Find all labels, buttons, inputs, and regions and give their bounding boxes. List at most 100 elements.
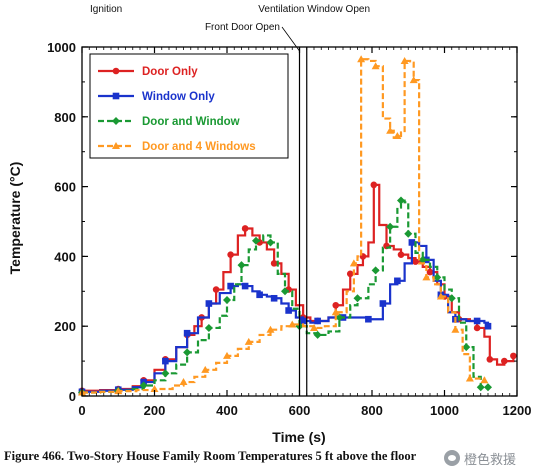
legend-label: Door and 4 Windows xyxy=(142,141,256,153)
legend-label: Door Only xyxy=(142,66,198,78)
data-point xyxy=(400,56,409,64)
data-point xyxy=(256,291,263,299)
chart: Ignition Front Door Open Ventilation Windo… xyxy=(7,4,531,445)
data-point xyxy=(371,266,380,275)
legend-item: Door and Window xyxy=(98,116,240,128)
data-point xyxy=(349,259,358,267)
figure-caption: Figure 466. Two-Story House Family Room … xyxy=(4,449,417,463)
axes: Ignition Front Door Open Ventilation Windo… xyxy=(47,4,531,418)
data-point xyxy=(212,286,220,293)
data-point xyxy=(179,378,188,386)
x-tick-label: 1000 xyxy=(430,403,459,418)
x-tick-label: 600 xyxy=(289,403,311,418)
data-point xyxy=(223,351,231,359)
data-point xyxy=(150,385,159,393)
legend-label: Window Only xyxy=(142,91,215,103)
data-point xyxy=(484,322,492,330)
y-tick-label: 0 xyxy=(69,389,76,404)
data-point xyxy=(266,238,275,247)
data-point xyxy=(510,352,517,360)
data-point xyxy=(201,365,210,373)
data-point xyxy=(299,317,307,325)
data-point xyxy=(241,282,249,290)
data-point xyxy=(314,317,321,325)
data-point xyxy=(114,387,123,395)
data-point xyxy=(223,296,231,305)
data-point xyxy=(270,260,278,267)
data-point xyxy=(332,301,340,309)
data-point xyxy=(183,348,192,357)
data-point xyxy=(412,258,419,265)
data-point xyxy=(357,55,366,63)
legend-label: Door and Window xyxy=(142,116,240,128)
data-point xyxy=(204,323,213,332)
data-point xyxy=(313,330,322,339)
data-point xyxy=(436,292,445,300)
data-point xyxy=(244,337,253,345)
x-tick-label: 800 xyxy=(361,403,383,418)
data-point xyxy=(394,277,401,285)
y-tick-label: 600 xyxy=(54,180,76,195)
data-point xyxy=(501,357,508,365)
x-tick-label: 200 xyxy=(144,403,166,418)
data-point xyxy=(112,142,120,149)
data-point xyxy=(266,325,275,333)
data-point xyxy=(270,294,278,302)
legend-item: Door Only xyxy=(98,66,198,78)
event-label: Front Door Open xyxy=(205,22,280,33)
data-point xyxy=(112,117,120,125)
data-point xyxy=(353,294,362,303)
data-point xyxy=(447,294,456,303)
data-point xyxy=(331,308,340,316)
data-point xyxy=(408,239,416,246)
y-axis-title: Temperature (°C) xyxy=(7,162,23,275)
watermark-text: 橙色救援 xyxy=(464,452,517,468)
data-point xyxy=(386,222,395,231)
series-line xyxy=(82,199,488,394)
data-point xyxy=(335,313,344,322)
x-tick-label: 0 xyxy=(78,403,85,418)
data-point xyxy=(241,225,249,232)
event-label: Ventilation Window Open xyxy=(258,4,370,15)
event-label: Ignition xyxy=(90,4,122,15)
watermark: 橙色救援 xyxy=(444,449,538,468)
data-point xyxy=(112,92,120,100)
data-point xyxy=(409,76,418,84)
data-point xyxy=(418,255,427,264)
y-tick-label: 200 xyxy=(54,319,76,334)
data-point xyxy=(379,300,387,307)
data-point xyxy=(281,287,289,296)
data-point xyxy=(139,381,148,390)
y-tick-label: 1000 xyxy=(47,40,76,55)
data-point xyxy=(476,383,485,392)
data-point xyxy=(346,270,354,278)
data-point xyxy=(386,126,395,134)
x-tick-label: 1200 xyxy=(503,403,532,418)
data-point xyxy=(365,315,372,323)
data-point xyxy=(480,376,489,384)
legend-item: Door and 4 Windows xyxy=(98,141,256,153)
data-point xyxy=(310,323,318,331)
x-axis-title: Time (s) xyxy=(272,429,325,445)
data-point xyxy=(183,329,191,337)
data-point xyxy=(227,282,234,290)
data-point xyxy=(462,343,471,352)
series-line xyxy=(82,241,490,393)
data-point xyxy=(486,356,494,363)
data-point xyxy=(397,196,405,205)
data-point xyxy=(451,325,460,333)
data-point xyxy=(473,317,481,325)
data-point xyxy=(161,369,170,378)
data-point xyxy=(162,357,169,365)
series-door-and-4-windows xyxy=(78,55,489,396)
data-point xyxy=(370,181,378,189)
data-point xyxy=(433,273,442,282)
data-point xyxy=(484,383,492,392)
data-point xyxy=(252,236,260,245)
data-point xyxy=(227,251,234,258)
series-layer xyxy=(78,55,517,397)
legend: Door Only Window Only Door and Window Door … xyxy=(89,53,289,159)
x-tick-label: 400 xyxy=(216,403,238,418)
data-point xyxy=(422,273,431,281)
data-point xyxy=(237,261,246,270)
